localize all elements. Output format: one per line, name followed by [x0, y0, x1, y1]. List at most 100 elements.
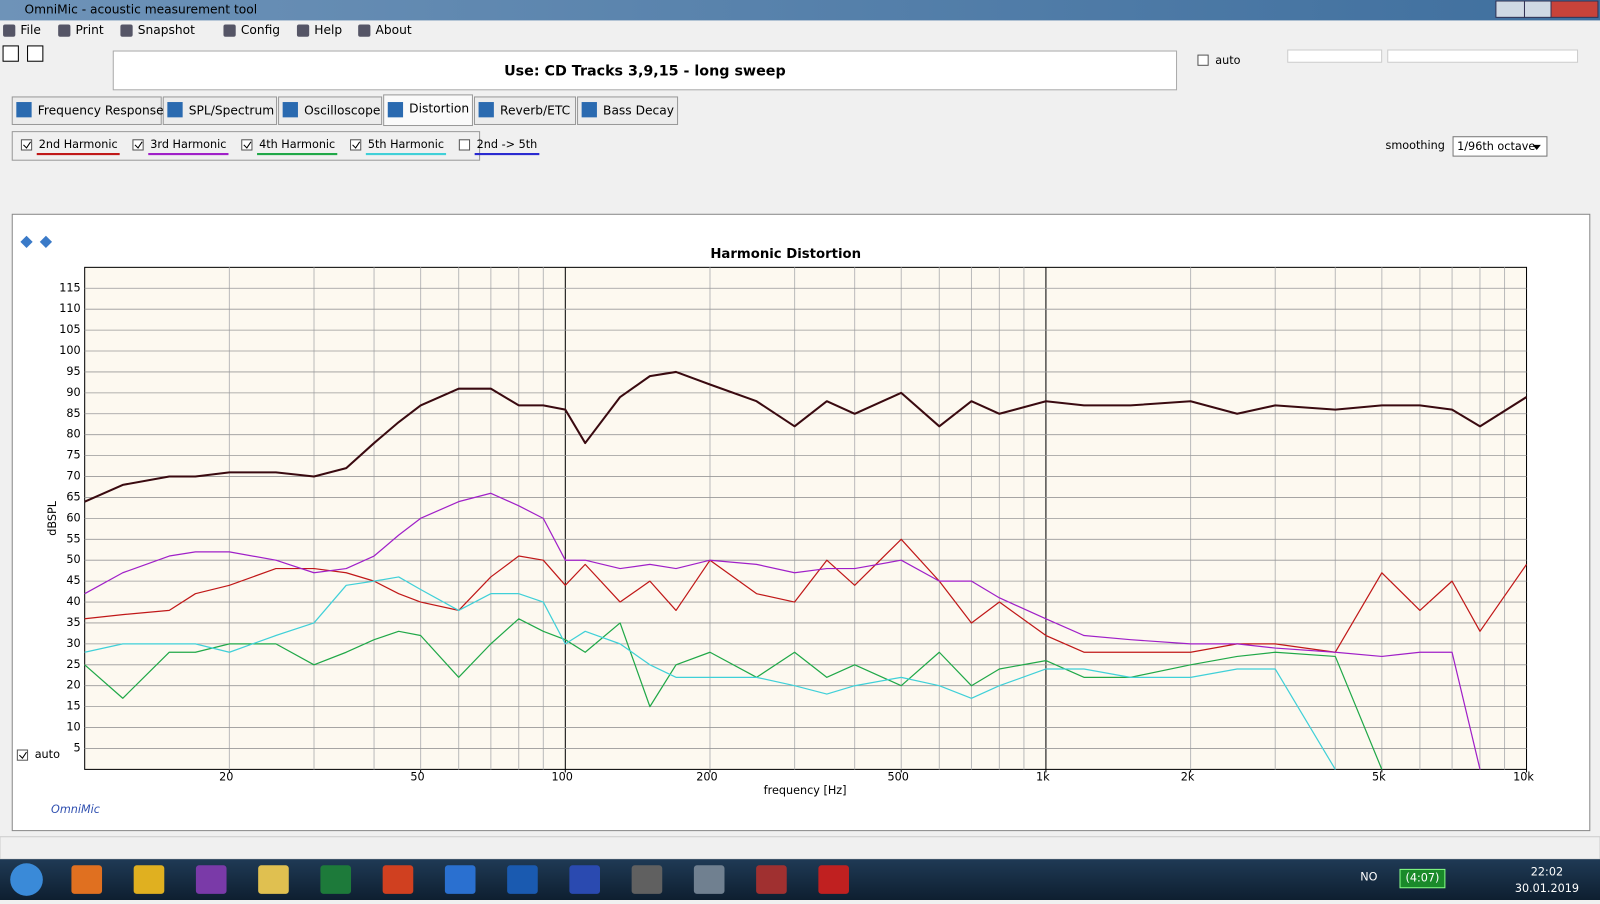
y-tick-label: 25	[66, 658, 80, 671]
tab[interactable]	[11, 96, 162, 125]
window-title: OmniMic - acoustic measurement tool	[24, 3, 257, 17]
x-tick-label: 20	[219, 771, 233, 784]
brand: OmniMic	[51, 803, 101, 816]
check-mark	[243, 141, 252, 149]
smoothing-value: 1/96th octave	[1457, 140, 1535, 153]
taskbar-app[interactable]	[569, 865, 600, 894]
legend-checkbox[interactable]	[458, 139, 471, 151]
menu-item[interactable]: Snapshot	[138, 23, 195, 37]
legend-checkbox[interactable]	[20, 139, 33, 151]
instruction: Use: CD Tracks 3,9,15 - long sweep	[504, 63, 786, 79]
battery: (4:07)	[1405, 872, 1439, 885]
status-bar	[0, 836, 1600, 860]
minimize-button[interactable]	[1495, 0, 1525, 18]
taskbar-app[interactable]	[382, 865, 414, 894]
maximize-button[interactable]	[1523, 0, 1552, 18]
series-line	[84, 492, 1481, 770]
menu-item[interactable]: About	[376, 23, 412, 37]
tab-label[interactable]: Oscilloscope	[304, 104, 380, 118]
auto-checkbox[interactable]	[1197, 54, 1209, 66]
y-tick-label: 20	[66, 679, 80, 692]
y-tick-label: 85	[66, 407, 80, 420]
menu-bar: File Print Snapshot Config Help About	[3, 23, 412, 37]
check-mark	[23, 141, 32, 149]
taskbar-app[interactable]	[444, 865, 476, 894]
y-tick-label: 15	[66, 700, 80, 713]
menu-icon	[223, 24, 236, 37]
play-button[interactable]	[27, 45, 44, 62]
y-tick-label: 115	[59, 281, 80, 294]
tab-icon	[167, 102, 183, 118]
menu-icon	[120, 24, 133, 37]
clock-date: 30.01.2019	[1515, 882, 1579, 895]
menu-item[interactable]: Print	[76, 23, 104, 37]
tab-label[interactable]: Reverb/ETC	[500, 104, 570, 118]
tab-label[interactable]: Bass Decay	[603, 104, 674, 118]
tab-label[interactable]: Distortion	[409, 102, 469, 116]
plot: 5 10 15 20 25 30 35 40 45 50 55 60 65 70 75 80 85 90 95 100…	[59, 267, 1534, 784]
smoothing-select[interactable]	[1452, 136, 1548, 157]
y-tick-label: 70	[66, 470, 80, 483]
taskbar-app[interactable]	[133, 865, 165, 894]
y-tick-label: 110	[59, 302, 80, 315]
taskbar-app[interactable]	[693, 865, 725, 894]
instruction-box	[112, 50, 1178, 91]
close-button[interactable]	[1550, 0, 1599, 18]
zoom-buttons[interactable]	[20, 235, 53, 248]
start-button[interactable]	[10, 863, 43, 896]
x-tick-label: 2k	[1181, 771, 1195, 784]
taskbar-app[interactable]	[195, 865, 227, 894]
taskbar-app[interactable]	[818, 865, 849, 894]
pause-button[interactable]	[2, 45, 19, 62]
y-tick-label: 105	[59, 323, 80, 336]
legend-label[interactable]: 3rd Harmonic	[150, 138, 226, 151]
menu-icon	[358, 24, 371, 37]
taskbar-app[interactable]	[71, 865, 103, 894]
auto-label: auto	[1215, 54, 1240, 67]
tab-label[interactable]: Frequency Response	[38, 104, 164, 118]
tab-label[interactable]: SPL/Spectrum	[189, 104, 274, 118]
series-line	[84, 576, 1336, 770]
taskbar-app[interactable]	[756, 865, 787, 894]
taskbar-app[interactable]	[320, 865, 352, 894]
taskbar-app[interactable]	[631, 865, 663, 894]
y-tick-label: 100	[59, 344, 80, 357]
taskbar-app[interactable]	[258, 865, 289, 894]
x-tick-label: 10k	[1513, 771, 1534, 784]
level-slider[interactable]	[1387, 49, 1579, 63]
tab-icon	[387, 102, 404, 118]
chart-title: Harmonic Distortion	[710, 247, 861, 262]
tab-icon	[581, 102, 597, 118]
legend-label[interactable]: 4th Harmonic	[259, 138, 335, 151]
series-line	[84, 618, 1383, 770]
legend-label[interactable]: 2nd Harmonic	[39, 138, 118, 151]
legend-checkbox[interactable]	[132, 139, 144, 151]
check-mark	[134, 141, 143, 149]
menu-icon	[3, 24, 16, 37]
y-tick-label: 30	[66, 637, 80, 650]
tab-icon	[16, 102, 32, 118]
y-axis-label: dBSPL	[46, 500, 59, 536]
title-bar	[0, 0, 1600, 21]
y-tick-label: 50	[66, 553, 80, 566]
clock-time: 22:02	[1531, 865, 1563, 878]
tab[interactable]	[162, 96, 278, 125]
legend-label[interactable]: 2nd -> 5th	[477, 138, 538, 151]
series-line	[84, 370, 1528, 503]
legend-label[interactable]: 5th Harmonic	[368, 138, 444, 151]
x-tick-label: 200	[696, 771, 717, 784]
taskbar-app[interactable]	[507, 865, 538, 894]
y-tick-label: 45	[66, 574, 80, 587]
x-axis-label: frequency [Hz]	[764, 784, 847, 797]
smoothing-label: smoothing	[1386, 139, 1445, 152]
legend-checkbox[interactable]	[241, 139, 253, 151]
x-tick-label: 100	[552, 771, 573, 784]
menu-item[interactable]: Config	[241, 23, 280, 37]
check-mark	[352, 141, 361, 149]
chart-auto-checkbox[interactable]	[16, 749, 29, 761]
menu-item[interactable]: Help	[314, 23, 342, 37]
legend-checkbox[interactable]	[350, 139, 362, 151]
menu-item[interactable]: File	[20, 23, 40, 37]
x-tick-label: 500	[887, 771, 908, 784]
